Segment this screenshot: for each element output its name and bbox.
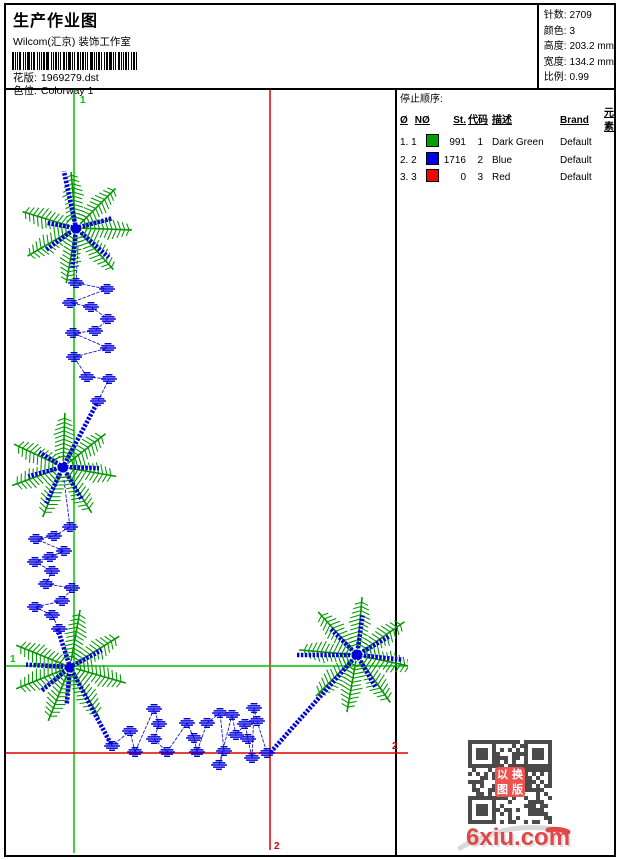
col-brand: Brand xyxy=(560,114,589,126)
stop-sequence-header: Ø NØ St. 代码 描述 Brand 元素 xyxy=(400,107,614,134)
stop-sequence-panel: 停止顺序: Ø NØ St. 代码 描述 Brand 元素 1. 1 991 1 xyxy=(397,90,614,187)
barcode xyxy=(12,52,137,70)
colorway-label: 色位: xyxy=(13,85,37,97)
stitch-chain xyxy=(62,245,117,407)
stat-colors: 颜色: 3 xyxy=(543,25,576,37)
pattern-value: 1969279.dst xyxy=(40,72,99,84)
design-canvas: 1 2 1 2 xyxy=(6,90,408,853)
site-logo: 6xiu.com xyxy=(457,818,580,858)
header-left: 生产作业图 Wilcom(汇京) 装饰工作室 花版: 1969279.dst 色位… xyxy=(6,5,539,97)
studio-subtitle: Wilcom(汇京) 装饰工作室 xyxy=(13,36,131,48)
stitch-chain xyxy=(104,702,275,771)
registration-label: 2 xyxy=(392,741,398,752)
sheet-frame: 生产作业图 Wilcom(汇京) 装饰工作室 花版: 1969279.dst 色位… xyxy=(4,3,616,857)
stat-stitches: 针数: 2709 xyxy=(543,10,592,21)
sheet-header: 生产作业图 Wilcom(汇京) 装饰工作室 花版: 1969279.dst 色位… xyxy=(6,5,614,97)
palm-motif xyxy=(15,609,126,746)
col-number: Ø NØ xyxy=(400,114,430,126)
logo-text: 6xiu.com xyxy=(466,824,571,851)
col-desc: 描述 xyxy=(492,114,512,126)
design-area: 1 2 1 2 xyxy=(6,90,408,855)
stat-width: 宽度: 134.2 mm xyxy=(543,56,614,68)
page-title: 生产作业图 xyxy=(13,13,99,30)
palm-motif xyxy=(268,597,408,755)
table-row: 1. 1 991 1 Dark Green Default xyxy=(400,134,614,152)
palm-motif xyxy=(22,170,132,284)
color-swatch xyxy=(426,134,439,147)
stats-panel: 针数: 2709 颜色: 3 高度: 203.2 mm 宽度: 134.2 mm 比例:… xyxy=(539,5,614,88)
qr-stamp: 以 换 图 版 xyxy=(495,767,525,797)
color-swatch xyxy=(426,169,439,182)
stat-scale: 比例: 0.99 xyxy=(543,72,589,83)
stitch-chain xyxy=(27,479,80,635)
qr-code: 以 换 图 版 xyxy=(468,740,552,824)
stat-height: 高度: 203.2 mm xyxy=(543,41,614,52)
pattern-label: 花版: xyxy=(13,72,37,84)
registration-label: 2 xyxy=(274,841,280,852)
col-code: 代码 xyxy=(468,114,488,126)
table-row: 3. 3 0 3 Red Default xyxy=(400,169,614,187)
col-element: 元素 xyxy=(604,108,614,133)
pattern-row: 花版: 1969279.dst xyxy=(13,72,537,85)
registration-label: 1 xyxy=(80,95,86,106)
registration-label: 1 xyxy=(10,654,16,665)
right-panel: 停止顺序: Ø NØ St. 代码 描述 Brand 元素 1. 1 991 1 xyxy=(397,90,614,855)
colorway-row: 色位: Colorway 1 xyxy=(13,85,537,98)
table-row: 2. 2 1716 2 Blue Default xyxy=(400,151,614,170)
colorway-value: Colorway 1 xyxy=(40,85,94,97)
col-st: St. xyxy=(453,114,466,126)
palm-motif xyxy=(11,402,117,518)
color-swatch xyxy=(426,151,439,165)
stop-sequence-title: 停止顺序: xyxy=(400,94,443,105)
